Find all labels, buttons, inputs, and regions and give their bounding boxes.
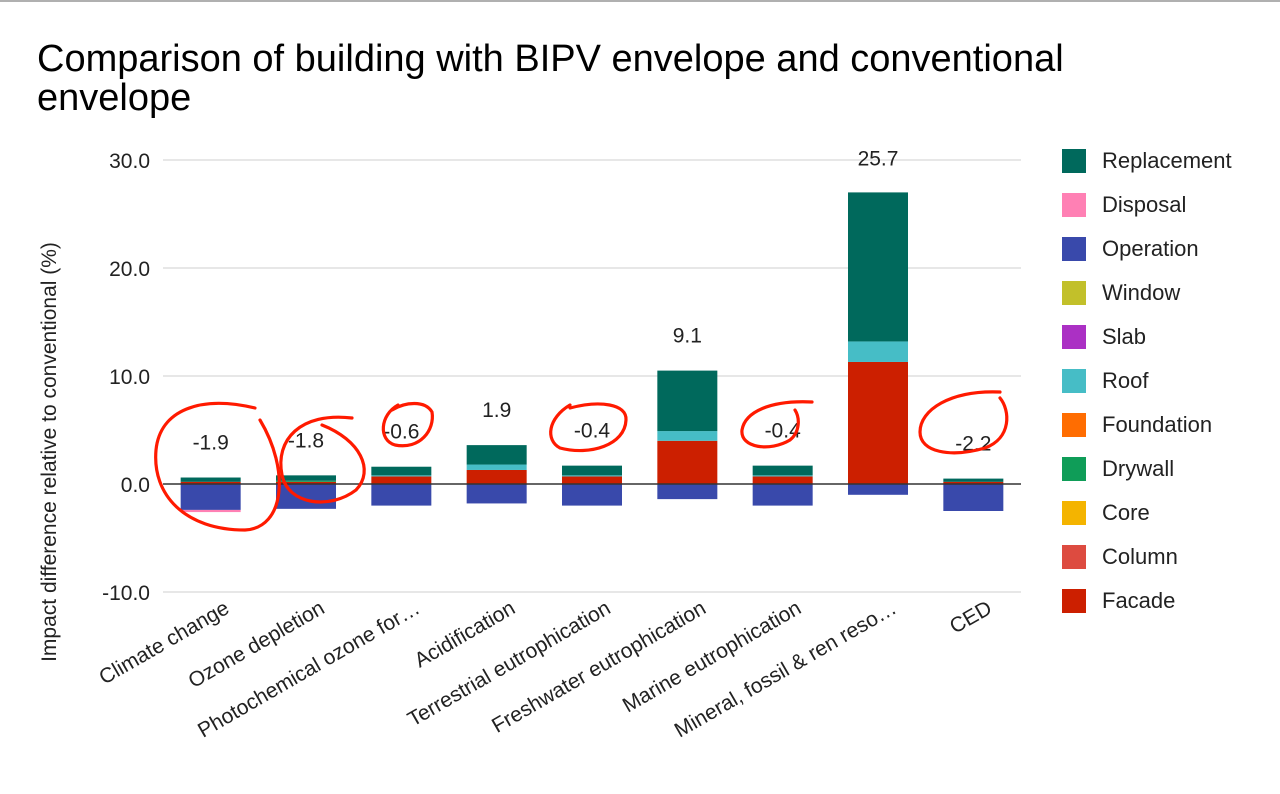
bar-segment-replacement — [276, 475, 336, 481]
legend-label: Operation — [1102, 236, 1199, 261]
legend-item-operation: Operation — [1062, 234, 1262, 264]
bar-segment-operation — [943, 484, 1004, 511]
legend-swatch — [1062, 149, 1086, 173]
bar-segment-roof — [848, 341, 908, 362]
bar-segment-operation — [562, 484, 622, 506]
y-tick-label: 30.0 — [109, 150, 150, 173]
annotation-circle — [381, 401, 434, 448]
annotation-circle — [549, 402, 628, 453]
bar-segment-replacement — [371, 466, 432, 476]
y-tick-label: -10.0 — [102, 582, 150, 605]
legend-item-foundation: Foundation — [1062, 410, 1262, 440]
legend-swatch — [1062, 325, 1086, 349]
bar-segment-operation — [848, 484, 908, 495]
bar-segment-operation — [180, 484, 241, 510]
bar-segment-roof — [562, 475, 622, 477]
legend-label: Facade — [1102, 588, 1176, 613]
bar-segment-operation — [657, 484, 718, 500]
bar-segment-replacement — [657, 370, 718, 432]
legend-label: Replacement — [1102, 148, 1232, 173]
legend-swatch — [1062, 501, 1086, 525]
legend-label: Disposal — [1102, 192, 1187, 217]
legend-label: Column — [1102, 544, 1178, 569]
bar-segment-operation — [371, 484, 432, 506]
bar-segment-facade — [943, 481, 1004, 484]
data-label-total: 1.9 — [482, 399, 511, 422]
legend-item-window: Window — [1062, 278, 1262, 308]
y-axis-label: Impact difference relative to convention… — [38, 242, 61, 662]
legend-swatch — [1062, 237, 1086, 261]
bar-segment-facade — [848, 361, 908, 484]
legend-item-slab: Slab — [1062, 322, 1262, 352]
legend-swatch — [1062, 369, 1086, 393]
bar-segment-roof — [466, 464, 527, 470]
legend-item-disposal: Disposal — [1062, 190, 1262, 220]
legend-item-column: Column — [1062, 542, 1262, 572]
x-tick-label: CED — [946, 596, 996, 638]
bar-segment-operation — [466, 484, 527, 504]
legend-item-replacement: Replacement — [1062, 146, 1262, 176]
y-tick-label: 10.0 — [109, 366, 150, 389]
bar-segment-replacement — [180, 477, 241, 482]
legend-swatch — [1062, 413, 1086, 437]
bar-segment-facade — [276, 481, 336, 484]
annotation-circle — [918, 390, 1009, 455]
legend-label: Window — [1102, 280, 1181, 305]
annotation-circle — [740, 400, 814, 449]
bar-segment-roof — [371, 475, 432, 477]
bar-segment-facade — [466, 469, 527, 484]
bar-segment-facade — [562, 476, 622, 484]
bar-segment-replacement — [466, 445, 527, 465]
data-label-total: -0.4 — [574, 420, 611, 443]
bar-segment-drywall — [276, 480, 336, 482]
chart-title: Comparison of building with BIPV envelop… — [37, 38, 1064, 119]
bar-segment-facade — [180, 481, 241, 484]
annotation-circle — [154, 401, 281, 532]
data-label-total: -1.9 — [193, 432, 229, 455]
data-label-total: -0.6 — [383, 421, 419, 444]
legend-label: Slab — [1102, 324, 1147, 349]
legend-item-drywall: Drywall — [1062, 454, 1262, 484]
bar-segment-replacement — [848, 192, 908, 342]
bar-segment-operation — [276, 484, 336, 509]
annotation-circle — [279, 415, 366, 504]
top-border — [0, 0, 1280, 2]
bar-segment-facade — [657, 440, 718, 484]
data-label-total: -1.8 — [288, 429, 324, 452]
bar-segment-facade — [371, 476, 432, 484]
legend-label: Foundation — [1102, 412, 1213, 437]
legend-swatch — [1062, 457, 1086, 481]
bar-segment-replacement — [943, 478, 1004, 482]
legend-label: Drywall — [1102, 456, 1175, 481]
y-tick-label: 0.0 — [121, 474, 150, 497]
legend-item-facade: Facade — [1062, 586, 1262, 616]
bar-segment-operation — [752, 484, 813, 506]
bar-segment-replacement — [752, 465, 813, 476]
legend-swatch — [1062, 193, 1086, 217]
bar-segment-replacement — [562, 465, 622, 476]
bar-segment-disposal — [180, 509, 241, 513]
bar-segment-roof — [657, 431, 718, 441]
legend-label: Core — [1102, 500, 1150, 525]
y-tick-label: 20.0 — [109, 258, 150, 281]
legend-swatch — [1062, 281, 1086, 305]
bar-segment-roof — [752, 475, 813, 477]
legend-item-roof: Roof — [1062, 366, 1262, 396]
bar-segment-facade — [752, 476, 813, 484]
legend-swatch — [1062, 545, 1086, 569]
legend-label: Roof — [1102, 368, 1149, 393]
data-label-total: 9.1 — [673, 325, 702, 348]
legend-item-core: Core — [1062, 498, 1262, 528]
legend-swatch — [1062, 589, 1086, 613]
data-label-total: 25.7 — [858, 147, 899, 170]
